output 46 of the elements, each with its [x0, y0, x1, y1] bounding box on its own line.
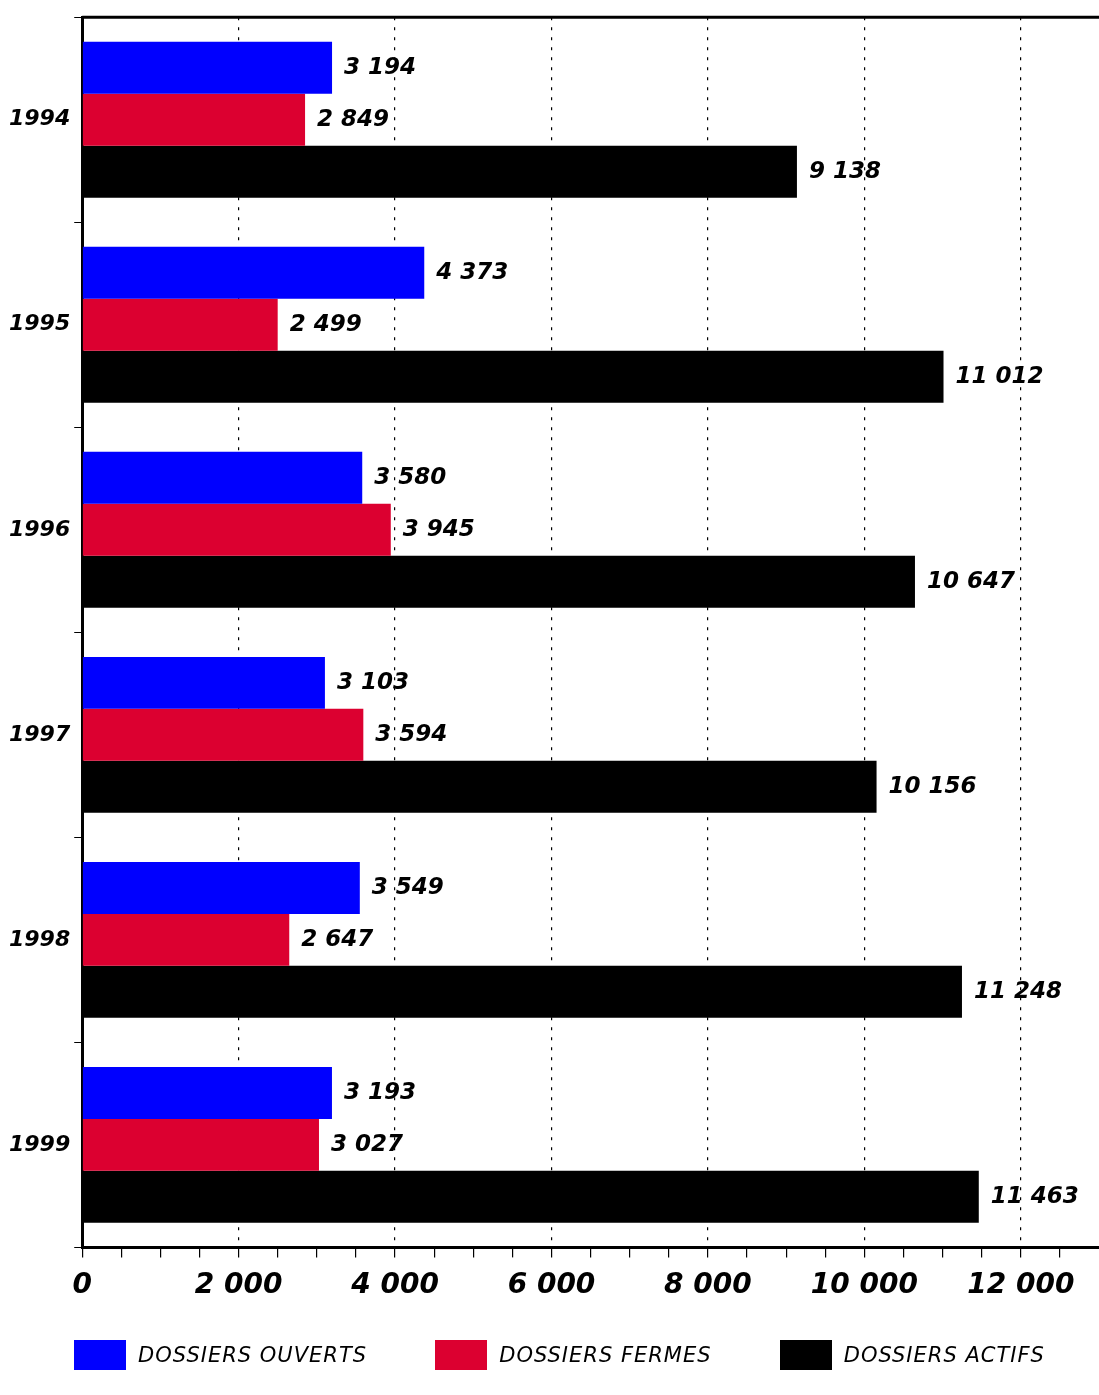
data-label: 3 103	[336, 667, 409, 694]
data-label: 2 499	[289, 309, 362, 336]
bar	[82, 298, 278, 351]
data-label: 3 193	[343, 1077, 416, 1104]
data-label: 2 849	[317, 104, 390, 131]
data-label: 10 156	[888, 771, 977, 798]
bar	[82, 93, 306, 146]
data-label: 3 580	[374, 462, 447, 489]
y-tick-label: 1997	[9, 720, 71, 746]
bar	[82, 1118, 319, 1171]
x-tick-label: 0	[72, 1267, 92, 1301]
data-label: 3 945	[402, 514, 475, 541]
x-tick-label: 12 000	[967, 1267, 1075, 1301]
data-label: 11 248	[973, 976, 1062, 1003]
y-tick-label: 1999	[9, 1130, 71, 1156]
data-label: 4 373	[435, 257, 509, 284]
y-tick-label: 1995	[9, 310, 71, 336]
data-label: 9 138	[808, 156, 881, 183]
data-label: 11 463	[990, 1181, 1079, 1208]
data-label: 3 027	[330, 1129, 404, 1156]
data-label: 11 012	[955, 361, 1044, 388]
bar	[82, 656, 325, 709]
data-label: 3 549	[371, 872, 444, 899]
data-label: 10 647	[926, 566, 1015, 593]
bar	[82, 503, 391, 556]
bar	[82, 451, 363, 504]
legend-label: DOSSIERS ACTIFS	[843, 1343, 1045, 1367]
bar	[82, 41, 333, 94]
data-label: 3 594	[375, 719, 448, 746]
x-tick-label: 4 000	[350, 1267, 439, 1301]
bar	[82, 913, 290, 966]
x-tick-label: 6 000	[507, 1267, 596, 1301]
x-tick-label: 10 000	[810, 1267, 918, 1301]
y-tick-label: 1996	[9, 515, 71, 541]
bar	[82, 246, 425, 299]
bar	[82, 708, 364, 761]
data-label: 2 647	[301, 924, 374, 951]
y-tick-label: 1998	[9, 925, 71, 951]
bar	[82, 1066, 332, 1119]
y-tick-label: 1994	[9, 105, 71, 131]
legend-label: DOSSIERS OUVERTS	[138, 1343, 368, 1367]
bar	[82, 861, 360, 914]
data-label: 3 194	[344, 52, 417, 79]
x-tick-label: 2 000	[194, 1267, 283, 1301]
legend-label: DOSSIERS FERMES	[499, 1343, 712, 1367]
x-tick-label: 8 000	[664, 1267, 752, 1301]
